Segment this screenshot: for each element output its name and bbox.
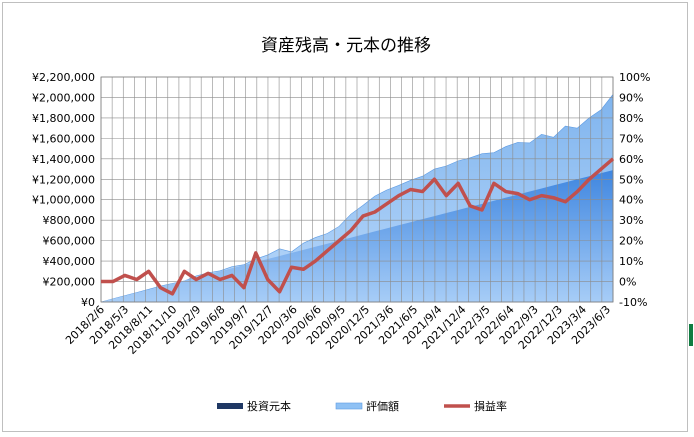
legend-label: 損益率: [474, 399, 507, 413]
chart-area: 資産残高・元本の推移 ¥0 ¥200,000 ¥400,000 ¥600,000 ¥80…: [2, 2, 688, 432]
y-right-tick-label: 40%: [619, 194, 643, 207]
plot-border: [100, 76, 614, 303]
y-right-tick-label: 70%: [619, 132, 643, 145]
legend-swatch-valuation: [335, 402, 363, 410]
y-left-tick-label: ¥400,000: [43, 255, 96, 268]
sheet-edge-marker: [689, 324, 693, 346]
y-left-tick-label: ¥800,000: [43, 214, 96, 227]
legend-swatch-principal: [217, 403, 243, 409]
y-right-tick-label: 90%: [619, 91, 643, 104]
y-right-tick-label: 50%: [619, 173, 643, 186]
y-left-tick-label: ¥1,000,000: [32, 194, 95, 207]
y-right-tick-label: 20%: [619, 235, 643, 248]
y-right-tick-label: 60%: [619, 153, 643, 166]
chart-svg: 資産残高・元本の推移 ¥0 ¥200,000 ¥400,000 ¥600,000 ¥80…: [32, 36, 650, 413]
y-right-tick-label: 0%: [619, 276, 636, 289]
legend: 投資元本 評価額 損益率: [217, 399, 507, 413]
grid: [100, 76, 614, 303]
y-right-tick-label: -10%: [619, 296, 647, 309]
y-left-tick-label: ¥1,400,000: [32, 153, 95, 166]
y-right-tick-label: 10%: [619, 255, 643, 268]
y-left-tick-label: ¥1,800,000: [32, 112, 95, 125]
legend-label: 投資元本: [247, 399, 291, 413]
y-right-tick-label: 100%: [619, 71, 650, 84]
legend-label: 評価額: [366, 399, 399, 413]
chart-title: 資産残高・元本の推移: [261, 36, 431, 56]
y-right-tick-label: 80%: [619, 112, 643, 125]
y-left-tick-label: ¥1,200,000: [32, 173, 95, 186]
y-left-tick-label: ¥2,200,000: [32, 71, 95, 84]
y-left-tick-label: ¥600,000: [43, 235, 96, 248]
series-rate-line: [101, 157, 615, 296]
y-left-tick-label: ¥0: [81, 296, 95, 309]
y-right-tick-label: 30%: [619, 214, 643, 227]
y-left-tick-label: ¥200,000: [43, 276, 96, 289]
y-left-tick-label: ¥2,000,000: [32, 91, 95, 104]
y-left-tick-label: ¥1,600,000: [32, 132, 95, 145]
plot-area: ¥0 ¥200,000 ¥400,000 ¥600,000 ¥800,000 ¥1,000…: [32, 71, 650, 357]
